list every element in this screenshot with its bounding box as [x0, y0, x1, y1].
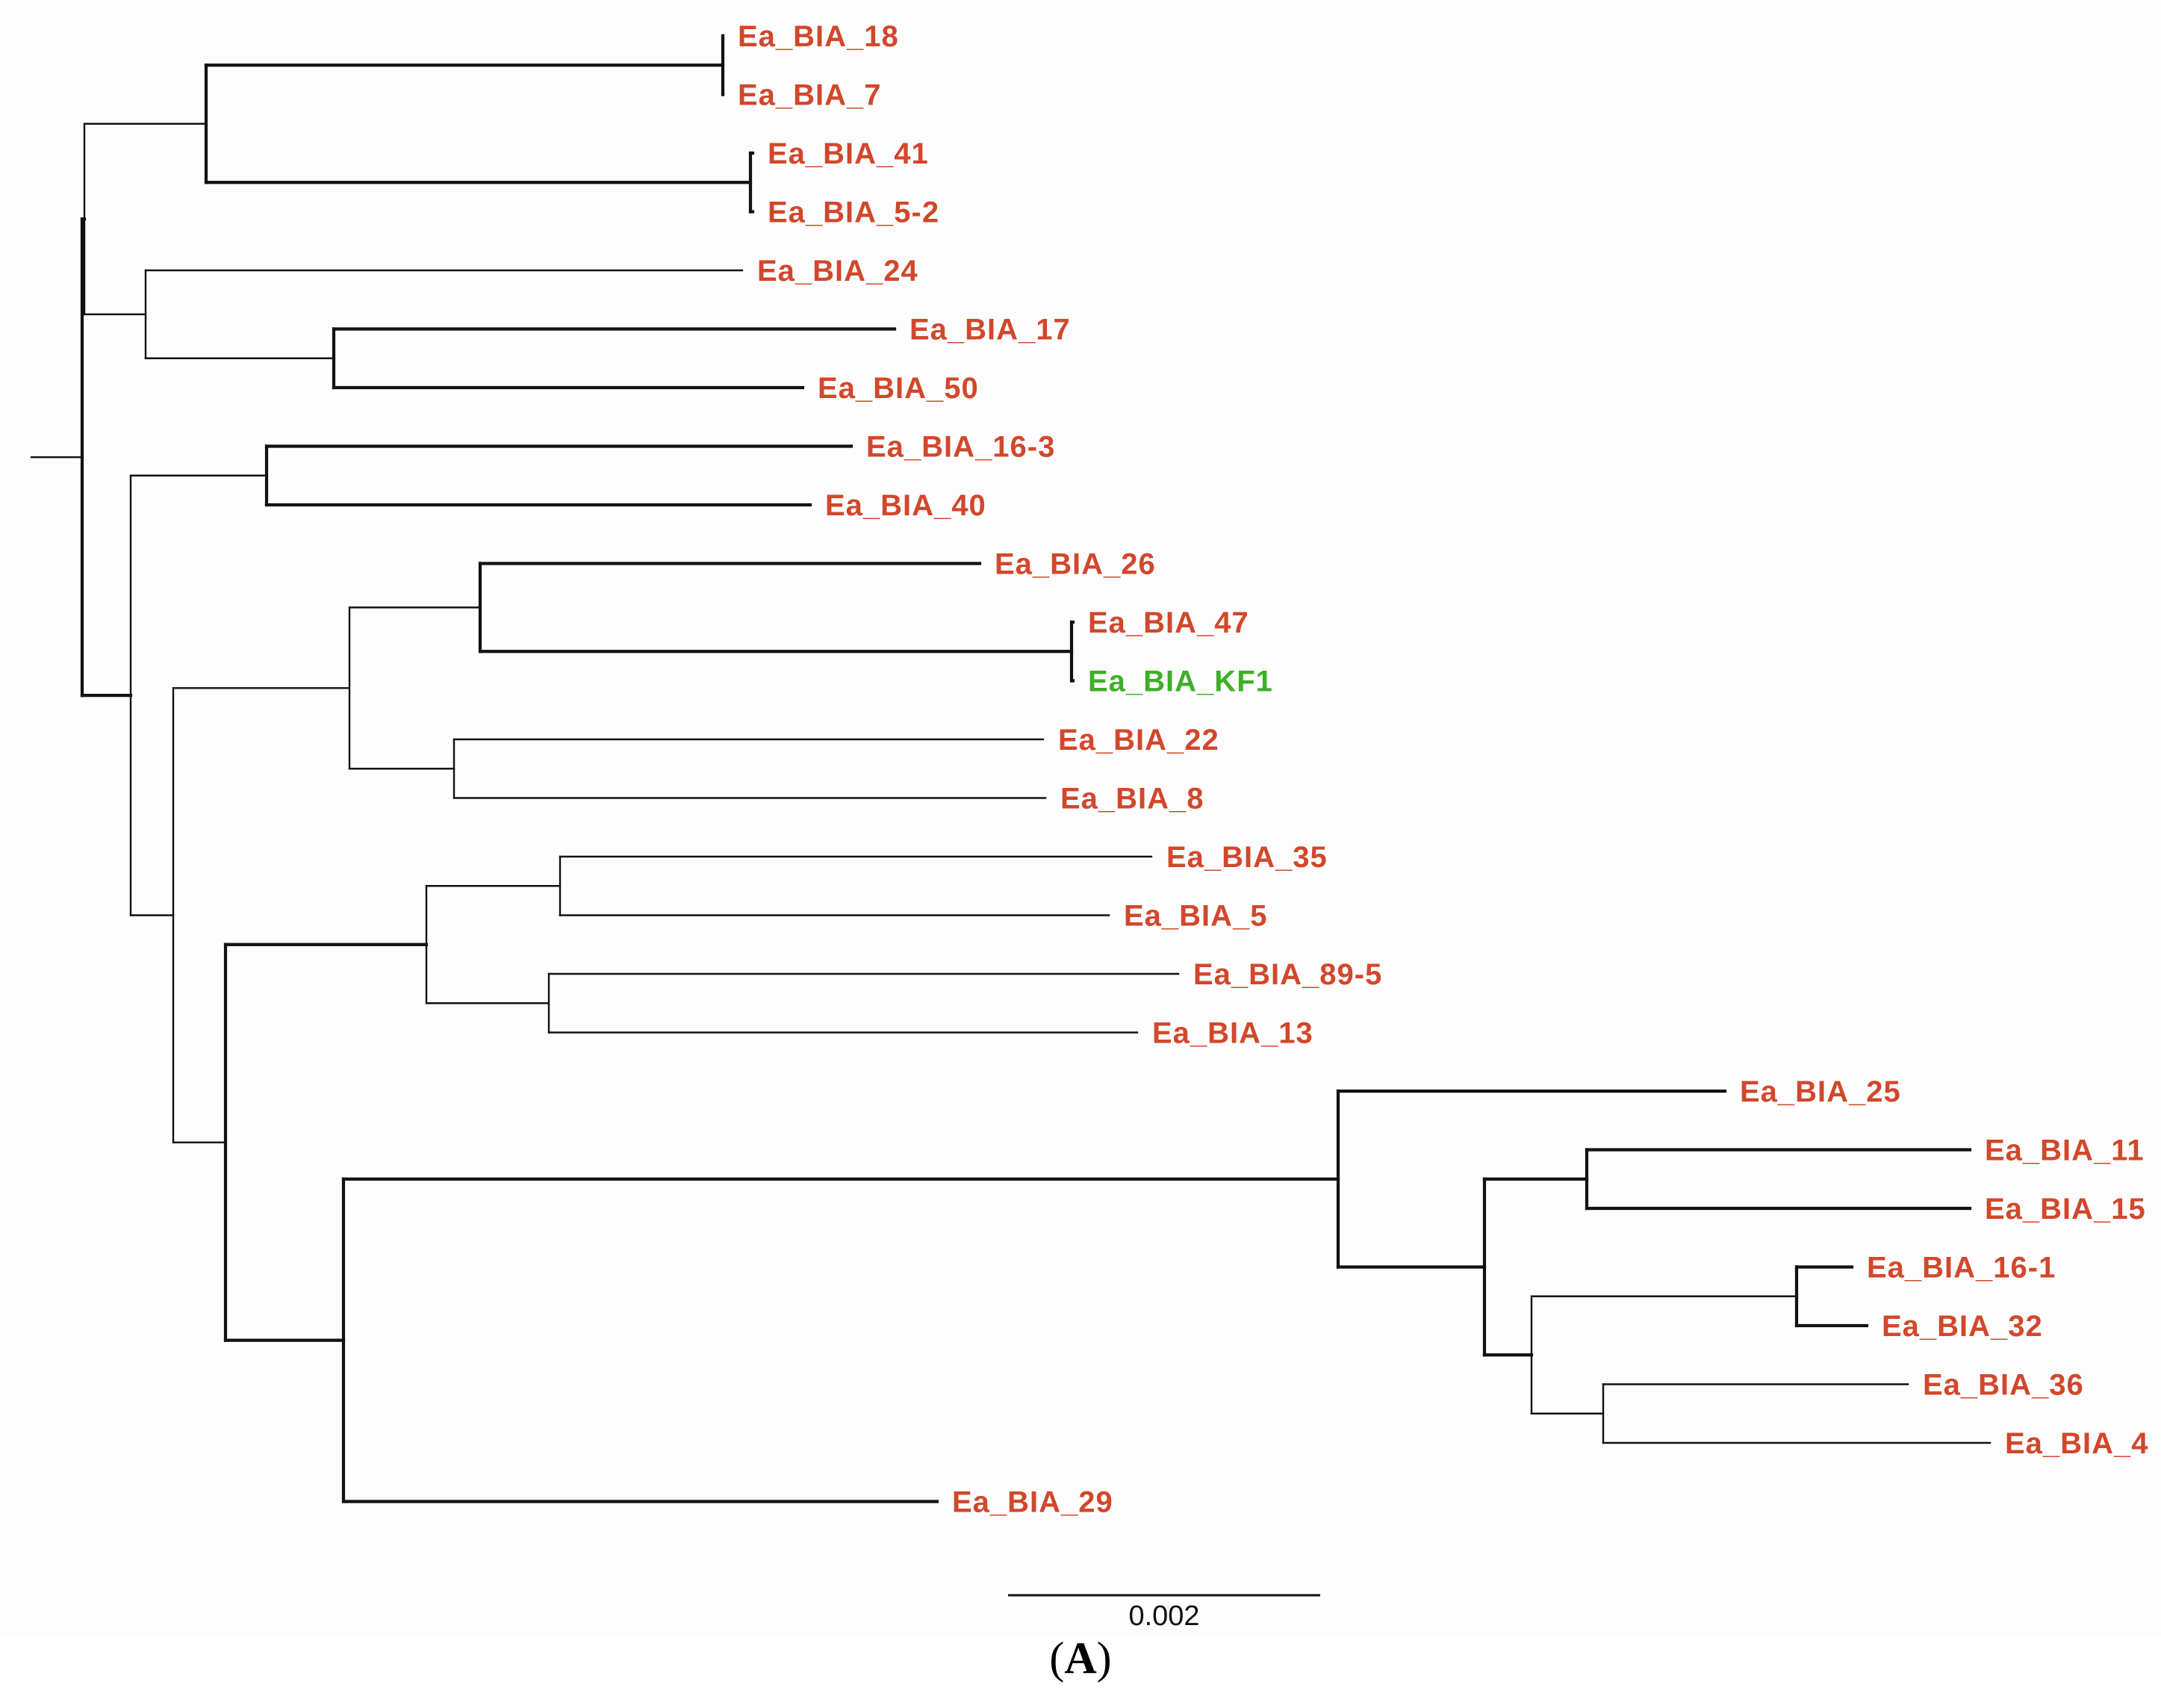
- leaf-label: Ea_BIA_41: [768, 137, 929, 170]
- leaf-label: Ea_BIA_32: [1882, 1310, 2043, 1343]
- leaf-label: Ea_BIA_26: [995, 548, 1156, 581]
- leaf-label: Ea_BIA_50: [818, 372, 979, 405]
- leaf-label: Ea_BIA_18: [738, 20, 899, 53]
- leaf-label: Ea_BIA_35: [1166, 841, 1328, 874]
- leaf-label: Ea_BIA_24: [757, 255, 918, 288]
- leaf-label: Ea_BIA_89-5: [1193, 958, 1382, 991]
- leaf-label: Ea_BIA_40: [825, 489, 986, 522]
- scale-bar: 0.002: [1008, 1594, 1320, 1632]
- panel-label-letter: A: [1064, 1633, 1097, 1683]
- leaf-label: Ea_BIA_47: [1088, 606, 1249, 639]
- leaf-label: Ea_BIA_KF1: [1088, 665, 1273, 698]
- leaf-label: Ea_BIA_36: [1923, 1369, 2084, 1402]
- scale-bar-label: 0.002: [1128, 1600, 1199, 1632]
- figure-panel-label: (A): [0, 1633, 2161, 1684]
- leaf-label: Ea_BIA_25: [1740, 1075, 1901, 1108]
- panel-label-open: (: [1049, 1633, 1065, 1683]
- leaf-label: Ea_BIA_22: [1058, 724, 1219, 757]
- leaf-label: Ea_BIA_16-1: [1867, 1252, 2056, 1285]
- leaf-label: Ea_BIA_15: [1985, 1193, 2146, 1226]
- leaf-label: Ea_BIA_5-2: [768, 196, 939, 229]
- leaf-label: Ea_BIA_13: [1152, 1017, 1313, 1050]
- leaf-label: Ea_BIA_8: [1060, 783, 1204, 816]
- phylogenetic-tree: Ea_BIA_18 Ea_BIA_7 Ea_BIA_41 Ea_BIA_5-2 Ea_B…: [30, 20, 2149, 1632]
- leaf-label: Ea_BIA_7: [738, 79, 882, 112]
- leaf-label: Ea_BIA_4: [2005, 1427, 2149, 1460]
- leaf-label: Ea_BIA_29: [952, 1486, 1113, 1519]
- leaf-label: Ea_BIA_11: [1985, 1134, 2145, 1167]
- leaf-label: Ea_BIA_17: [910, 314, 1071, 347]
- leaf-label: Ea_BIA_16-3: [866, 431, 1055, 464]
- leaf-label: Ea_BIA_5: [1124, 900, 1268, 933]
- panel-label-close: ): [1096, 1633, 1112, 1683]
- phylogenetic-tree-panel: Ea_BIA_18 Ea_BIA_7 Ea_BIA_41 Ea_BIA_5-2 Ea_B…: [30, 20, 2149, 1632]
